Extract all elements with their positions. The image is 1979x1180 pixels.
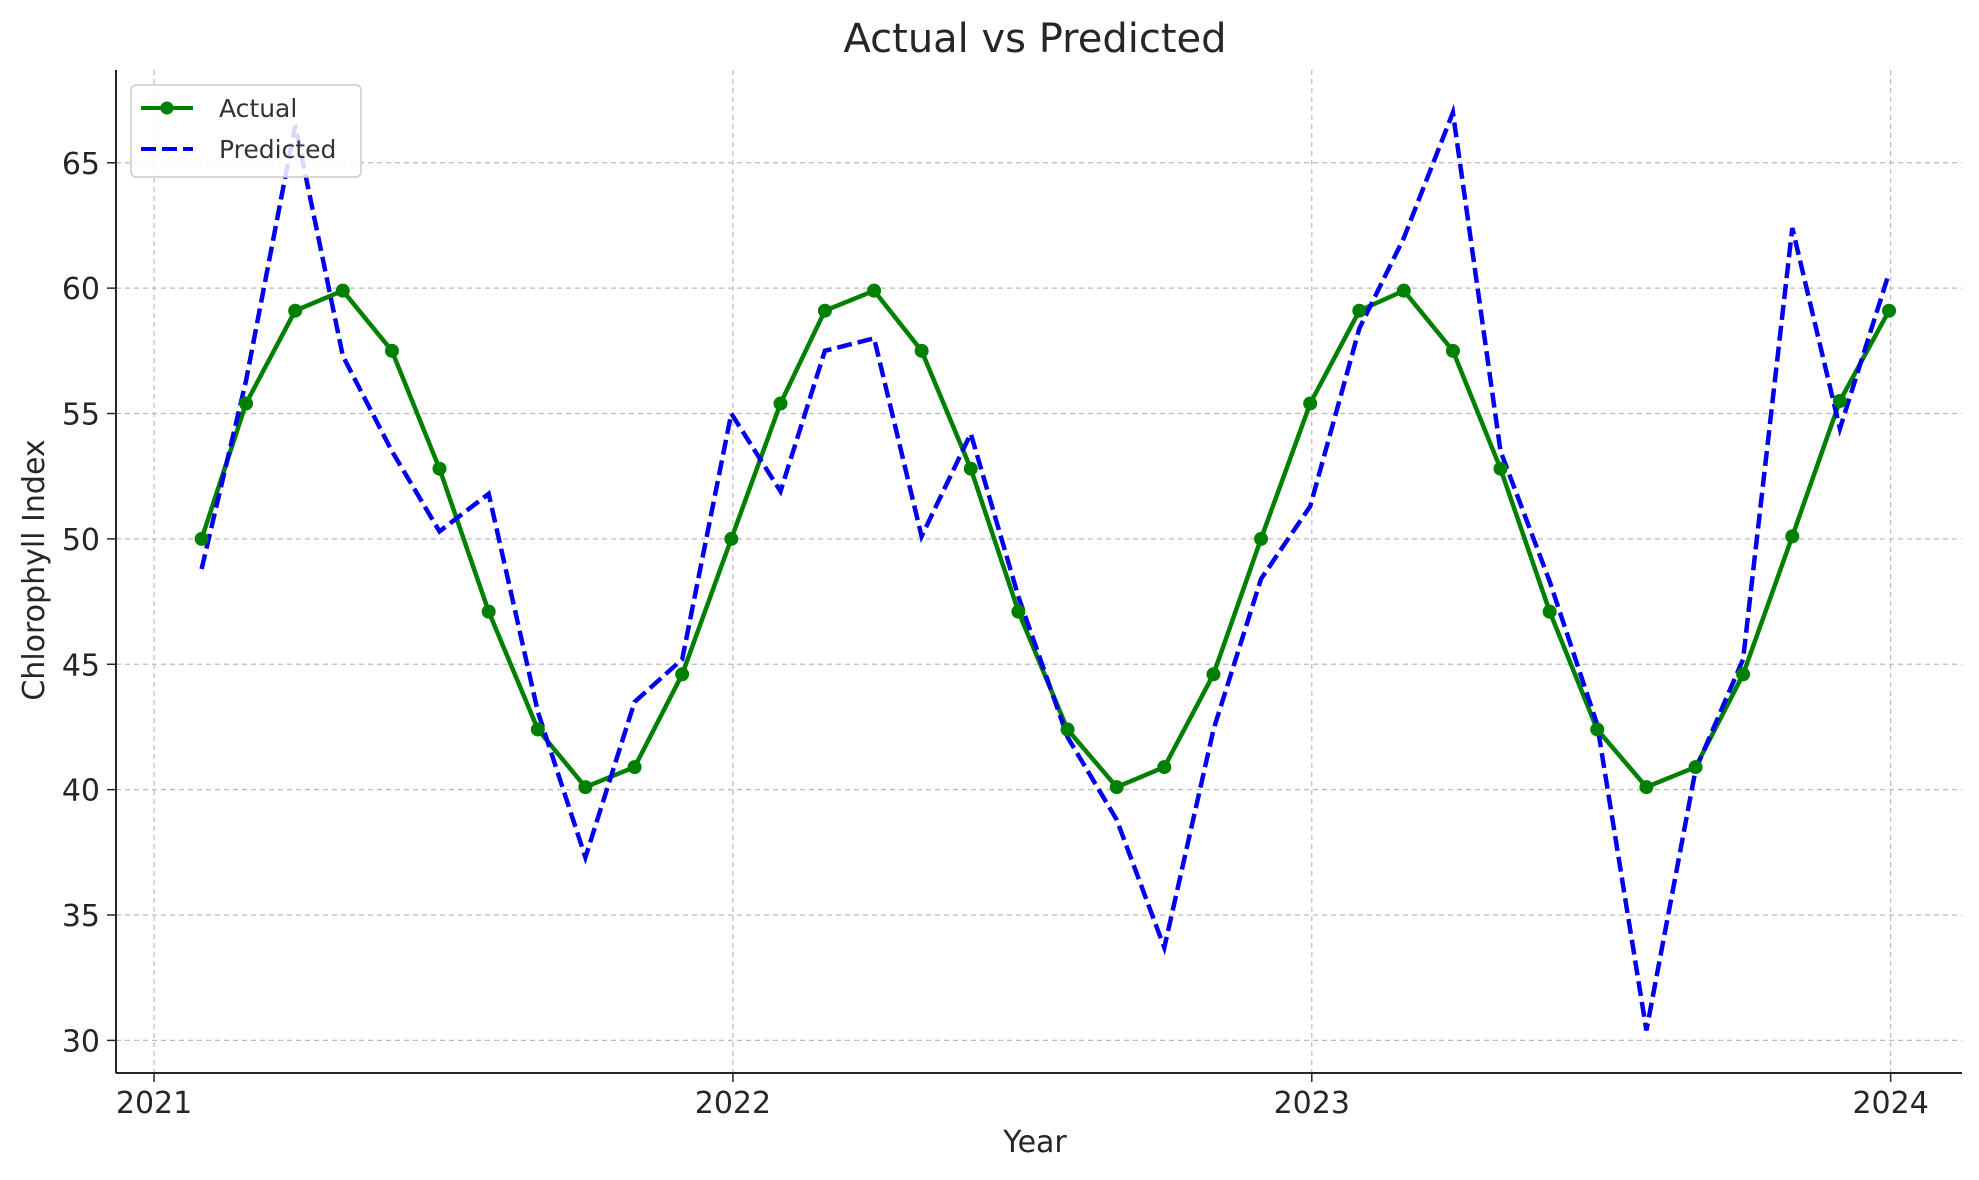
- legend-predicted-label: Predicted: [219, 135, 336, 164]
- y-tick-label: 35: [62, 899, 100, 934]
- actual-point: [1832, 393, 1847, 408]
- actual-point: [530, 722, 545, 737]
- actual-point: [1206, 667, 1221, 682]
- y-tick-label: 60: [62, 272, 100, 307]
- y-tick-label: 40: [62, 774, 100, 809]
- actual-point: [1688, 760, 1703, 775]
- axes: 30 35 40 45 50 55 60 65 2021 2022 2023 2024: [62, 70, 1962, 1121]
- actual-point: [481, 604, 496, 619]
- x-tick-label: 2023: [1274, 1086, 1350, 1121]
- actual-point: [724, 531, 739, 546]
- actual-point: [335, 283, 350, 298]
- actual-point: [1542, 604, 1557, 619]
- grid: [116, 70, 1962, 1073]
- y-tick-label: 55: [62, 398, 100, 433]
- legend-actual-label: Actual: [219, 94, 297, 123]
- actual-point: [1882, 303, 1897, 318]
- actual-point: [1352, 303, 1367, 318]
- actual-point: [194, 531, 209, 546]
- actual-point: [867, 283, 882, 298]
- series-line-predicted: [199, 103, 1892, 1031]
- y-tick-label: 30: [62, 1024, 100, 1059]
- y-tick-label: 45: [62, 648, 100, 683]
- actual-point: [1590, 722, 1605, 737]
- actual-point: [1254, 531, 1269, 546]
- actual-point: [1060, 722, 1075, 737]
- y-axis-label: Chlorophyll Index: [17, 439, 52, 700]
- x-axis-label: Year: [1002, 1125, 1067, 1160]
- series-line-actual: [199, 288, 1891, 790]
- actual-point: [1157, 760, 1172, 775]
- actual-point: [1303, 396, 1318, 411]
- actual-point: [239, 396, 254, 411]
- actual-point: [914, 343, 929, 358]
- actual-point: [675, 667, 690, 682]
- legend: Actual Predicted: [130, 84, 362, 178]
- actual-point: [1639, 780, 1654, 795]
- actual-point: [432, 461, 447, 476]
- actual-point: [1445, 343, 1460, 358]
- actual-point: [1011, 604, 1026, 619]
- actual-point: [288, 303, 303, 318]
- y-tick-label: 50: [62, 523, 100, 558]
- actual-point: [963, 461, 978, 476]
- x-tick-label: 2022: [695, 1086, 771, 1121]
- actual-point: [1109, 780, 1124, 795]
- actual-point: [773, 396, 788, 411]
- actual-point: [1493, 461, 1508, 476]
- plot-area: [194, 103, 1897, 1031]
- actual-point: [1736, 667, 1751, 682]
- actual-point: [627, 760, 642, 775]
- legend-actual-marker-icon: [160, 101, 174, 115]
- chart-title: Actual vs Predicted: [843, 16, 1226, 62]
- actual-point: [817, 303, 832, 318]
- x-tick-label: 2024: [1852, 1086, 1928, 1121]
- actual-point: [384, 343, 399, 358]
- y-tick-label: 65: [62, 147, 100, 182]
- x-tick-label: 2021: [116, 1086, 192, 1121]
- actual-point: [1785, 529, 1800, 544]
- actual-point: [578, 780, 593, 795]
- actual-point: [1396, 283, 1411, 298]
